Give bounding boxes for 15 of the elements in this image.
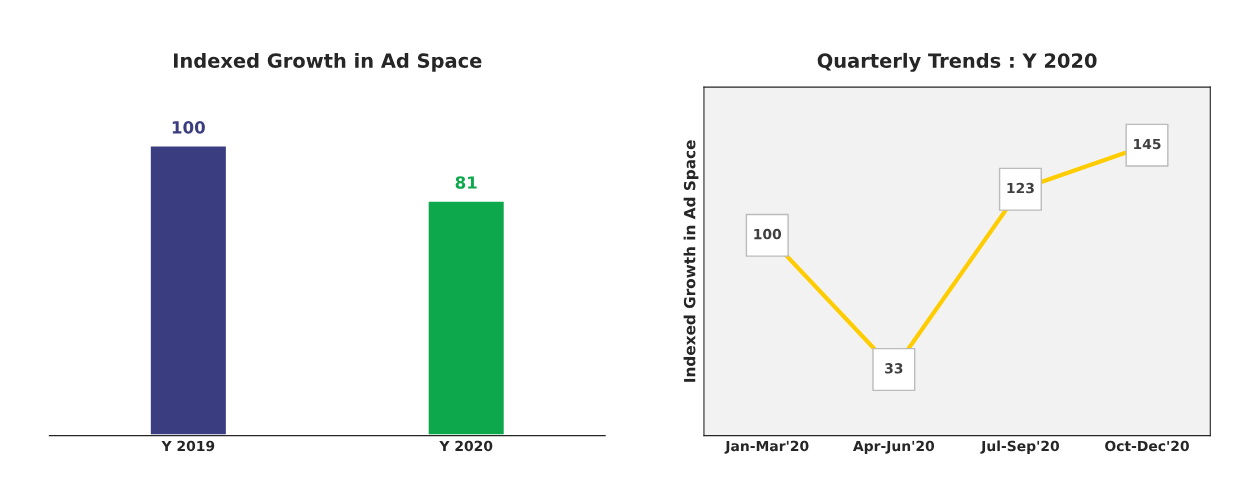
x-tick-label: Jul-Sep'20 [980, 440, 1060, 454]
data-label: 33 [885, 363, 903, 374]
data-label: 100 [754, 228, 782, 240]
x-tick-label: Apr-Jun'20 [852, 440, 935, 454]
data-label: 100 [172, 121, 205, 134]
data-label: 145 [1134, 138, 1161, 150]
chart-title: Quarterly Trends : Y 2020 [817, 52, 1097, 72]
y-axis-title: Indexed Growth in Ad Space [683, 140, 699, 382]
x-tick-label: Oct-Dec'20 [1105, 440, 1189, 452]
data-label: 81 [455, 176, 477, 189]
x-tick-label: Y 2019 [161, 440, 215, 452]
data-label: 123 [1007, 182, 1034, 194]
chart-title: Indexed Growth in Ad Space [173, 52, 482, 72]
x-tick-label: Y 2020 [439, 440, 493, 452]
x-tick-label: Jan-Mar'20 [724, 440, 809, 454]
